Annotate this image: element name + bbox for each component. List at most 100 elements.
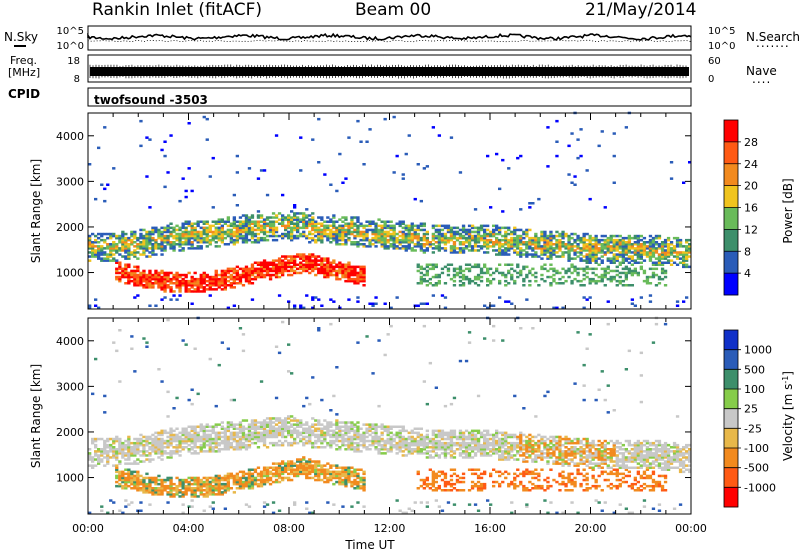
heat-cell	[347, 425, 351, 428]
heat-cell	[235, 236, 240, 240]
heat-cell	[259, 472, 264, 476]
heat-cell	[118, 247, 122, 250]
heat-cell	[323, 446, 327, 449]
heat-cell	[106, 243, 110, 246]
heat-cell	[163, 296, 167, 299]
heat-cell	[196, 288, 200, 291]
heat-cell	[196, 433, 200, 437]
heat-cell	[262, 224, 267, 228]
heat-cell	[287, 417, 291, 420]
heat-cell	[311, 269, 315, 273]
heat-cell	[314, 468, 318, 471]
heat-cell	[250, 437, 255, 441]
heat-cell	[100, 454, 104, 457]
heat-cell	[178, 236, 182, 240]
heat-cell	[178, 439, 182, 443]
heat-cell	[356, 501, 360, 504]
heat-cell	[401, 245, 405, 248]
heat-cell	[142, 279, 146, 283]
heat-cell	[274, 441, 279, 445]
heat-cell	[344, 437, 348, 441]
heat-cell	[181, 448, 185, 451]
heat-cell	[682, 300, 686, 303]
heat-cell	[172, 228, 176, 232]
heat-cell	[347, 236, 351, 240]
heat-cell	[190, 402, 194, 406]
heat-cell	[492, 271, 496, 275]
heat-cell	[241, 220, 246, 223]
heat-cell	[335, 275, 339, 279]
heat-cell	[139, 277, 143, 281]
heat-cell	[157, 433, 161, 437]
heat-cell	[335, 470, 339, 474]
heat-cell	[190, 478, 194, 482]
heat-cell	[232, 222, 237, 225]
heat-cell	[573, 257, 577, 260]
heat-cell	[368, 128, 372, 131]
heat-cell	[353, 470, 357, 474]
heat-cell	[94, 357, 98, 361]
heat-cell	[130, 501, 134, 504]
heat-cell	[365, 228, 369, 232]
heat-cell	[163, 275, 167, 279]
heat-cell	[115, 251, 119, 254]
heat-cell	[549, 255, 553, 258]
heat-cell	[124, 446, 128, 449]
heat-cell	[103, 238, 107, 242]
heat-cell	[305, 236, 309, 240]
heat-cell	[467, 279, 472, 283]
heat-cell	[591, 243, 595, 246]
heat-cell	[142, 478, 146, 482]
heat-cell	[94, 454, 98, 457]
heat-cell	[274, 228, 279, 232]
heat-cell	[371, 236, 375, 240]
heat-cell	[672, 255, 677, 258]
heat-cell	[178, 491, 182, 494]
heat-cell	[401, 241, 405, 244]
heat-cell	[507, 247, 511, 250]
heat-cell	[196, 286, 200, 289]
heat-cell	[323, 271, 327, 275]
heat-cell	[217, 232, 221, 236]
heat-cell	[308, 476, 312, 480]
heat-cell	[178, 443, 182, 447]
heat-cell	[133, 446, 137, 449]
heat-cell	[519, 271, 523, 275]
heat-cell	[241, 271, 246, 275]
heat-cell	[235, 238, 240, 242]
heat-cell	[157, 275, 161, 279]
heat-cell	[534, 243, 538, 246]
heat-cell	[238, 421, 243, 424]
heat-cell	[359, 275, 363, 279]
heat-cell	[287, 226, 291, 230]
heat-cell	[437, 273, 442, 277]
heat-cell	[688, 265, 692, 269]
heat-cell	[238, 425, 243, 428]
heat-cell	[293, 419, 297, 422]
heat-cell	[341, 228, 345, 232]
heat-cell	[139, 119, 143, 123]
heat-cell	[154, 279, 158, 283]
heat-cell	[196, 241, 200, 244]
heat-cell	[323, 224, 327, 228]
heat-cell	[290, 460, 294, 463]
heat-cell	[244, 472, 249, 476]
heat-cell	[241, 226, 246, 230]
heat-cell	[124, 238, 128, 242]
heat-cell	[214, 232, 218, 236]
heat-cell	[247, 267, 252, 271]
heat-cell	[127, 273, 131, 277]
heat-cell	[232, 446, 237, 449]
heat-cell	[259, 470, 264, 474]
heat-cell	[160, 269, 164, 273]
heat-cell	[567, 255, 571, 258]
heat-cell	[109, 448, 113, 451]
heat-cell	[247, 269, 252, 273]
heat-cell	[88, 245, 92, 248]
heat-cell	[296, 220, 300, 223]
heat-cell	[190, 189, 194, 193]
heat-cell	[422, 302, 427, 305]
heat-cell	[344, 224, 348, 228]
heat-cell	[202, 290, 206, 293]
